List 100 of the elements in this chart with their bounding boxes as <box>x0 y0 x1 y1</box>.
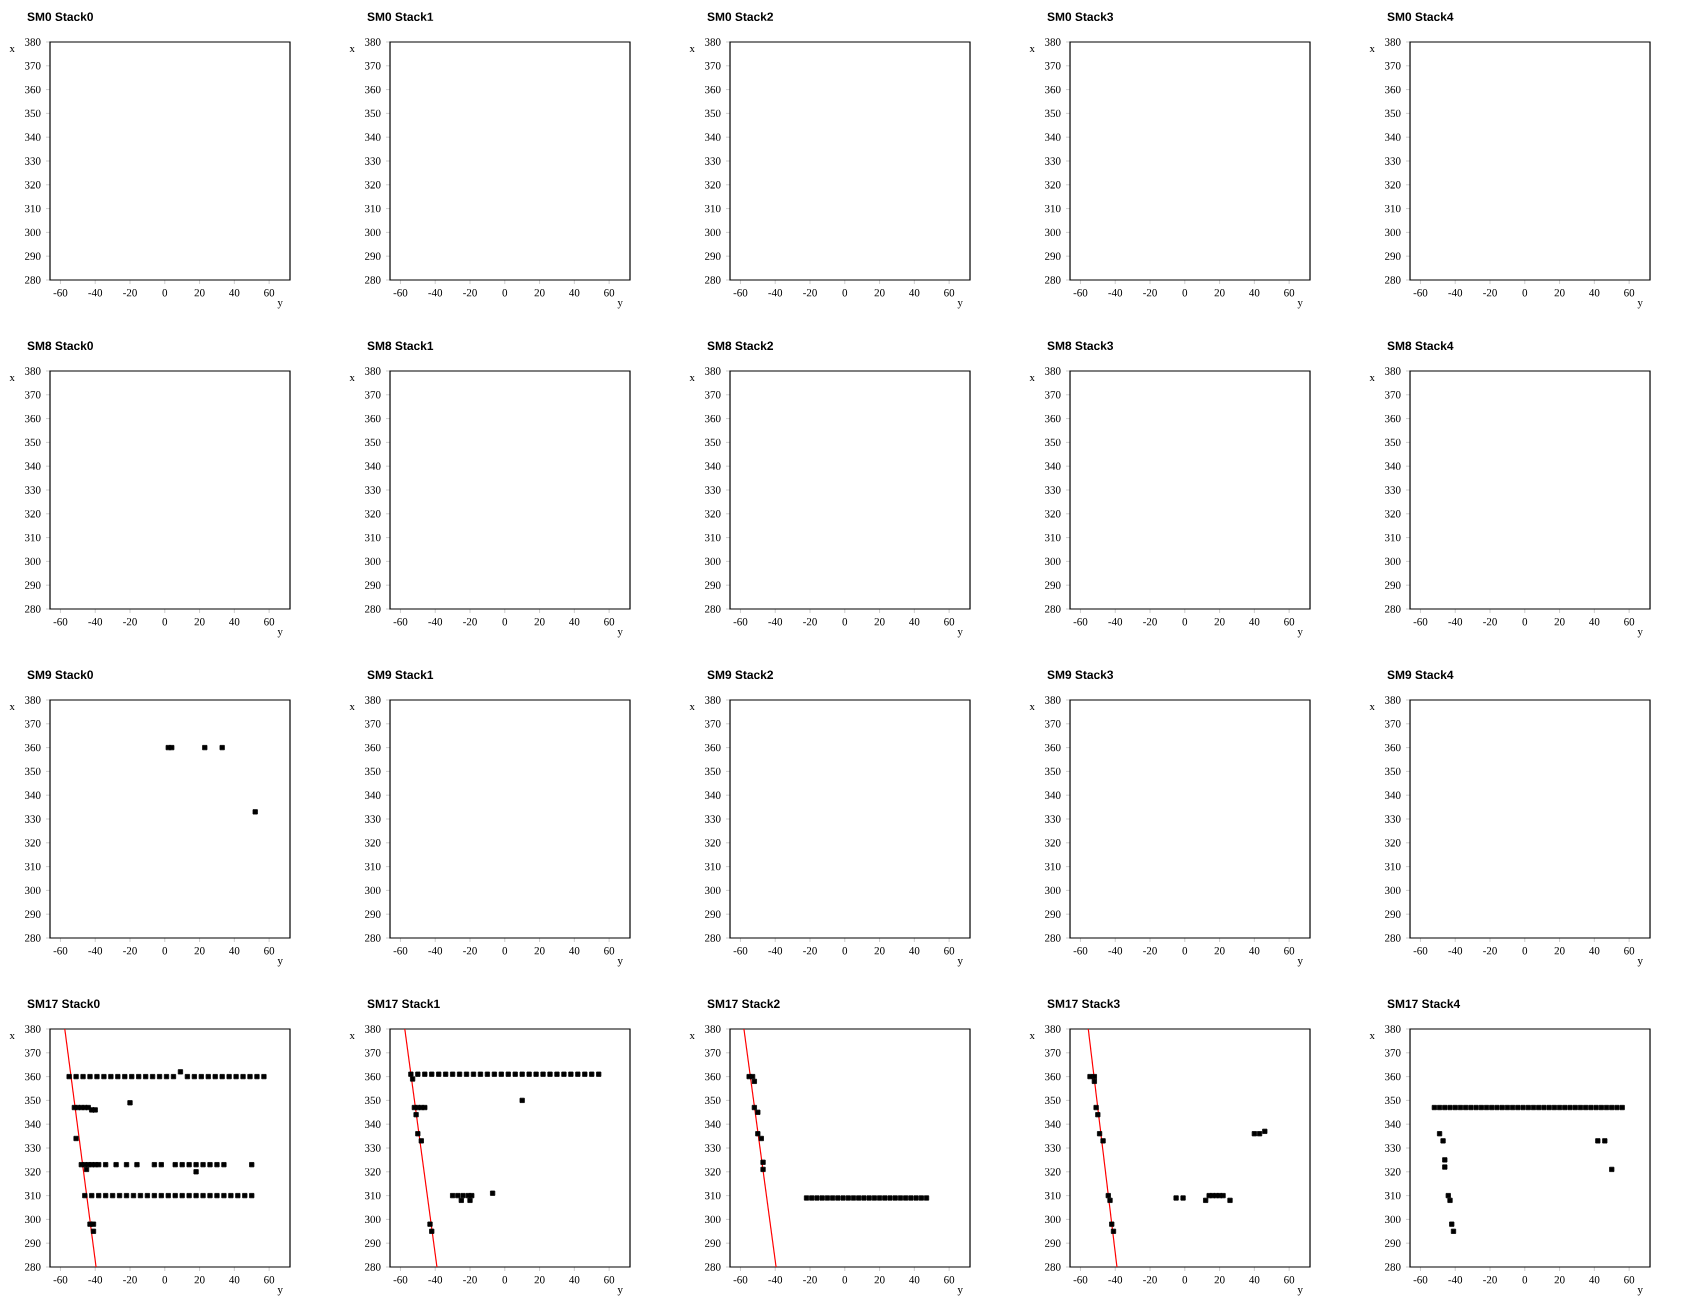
point <box>1473 1104 1479 1111</box>
point <box>1583 1104 1589 1111</box>
point <box>1609 1104 1615 1111</box>
point <box>1227 1197 1233 1203</box>
point <box>554 1071 560 1077</box>
point <box>1595 1138 1601 1144</box>
point <box>498 1071 504 1077</box>
point <box>575 1071 581 1077</box>
point <box>1436 1131 1443 1137</box>
point <box>1093 1104 1099 1111</box>
point <box>1180 1195 1186 1201</box>
point <box>918 1195 924 1201</box>
point <box>491 1071 497 1077</box>
point <box>1450 1228 1457 1234</box>
point <box>1091 1078 1097 1084</box>
point <box>1440 1138 1446 1144</box>
point <box>923 1195 930 1201</box>
point <box>1107 1197 1113 1203</box>
point <box>1483 1104 1490 1111</box>
point <box>845 1195 851 1201</box>
point <box>1468 1104 1474 1111</box>
point <box>1431 1104 1437 1111</box>
point <box>1256 1131 1263 1137</box>
point <box>1251 1131 1257 1137</box>
point <box>450 1071 456 1077</box>
point <box>892 1195 898 1201</box>
point <box>1447 1104 1453 1111</box>
point <box>861 1195 867 1201</box>
point <box>1567 1104 1573 1111</box>
point <box>427 1221 433 1227</box>
point <box>533 1071 539 1077</box>
point <box>505 1071 511 1077</box>
point <box>1530 1104 1537 1111</box>
point <box>1598 1104 1604 1111</box>
point <box>415 1071 421 1077</box>
point <box>1091 1074 1097 1080</box>
point <box>850 1195 857 1201</box>
point <box>1442 1104 1448 1111</box>
point <box>547 1071 553 1077</box>
point <box>415 1131 421 1137</box>
point <box>751 1078 757 1084</box>
point <box>887 1195 893 1201</box>
point <box>871 1195 877 1201</box>
point <box>410 1076 416 1082</box>
point <box>1504 1104 1510 1111</box>
point <box>1593 1104 1599 1111</box>
point <box>882 1195 888 1201</box>
point <box>1105 1193 1111 1199</box>
point <box>443 1071 449 1077</box>
point <box>413 1112 419 1118</box>
point <box>490 1190 496 1196</box>
point <box>809 1195 815 1201</box>
point <box>1173 1195 1179 1201</box>
point <box>830 1195 836 1201</box>
point <box>1562 1104 1568 1111</box>
point <box>1609 1166 1615 1173</box>
point <box>582 1071 588 1077</box>
point <box>470 1071 477 1077</box>
point <box>1489 1104 1495 1111</box>
point <box>1614 1104 1620 1111</box>
point <box>1499 1104 1505 1111</box>
point <box>819 1195 825 1201</box>
point <box>913 1195 919 1201</box>
point <box>908 1195 914 1201</box>
point <box>760 1166 766 1173</box>
point <box>463 1071 470 1077</box>
point <box>1588 1104 1594 1111</box>
point <box>1109 1221 1115 1227</box>
point <box>1602 1138 1608 1144</box>
point <box>1619 1104 1625 1111</box>
point <box>814 1195 820 1201</box>
point <box>1447 1197 1453 1203</box>
point <box>1603 1104 1610 1111</box>
point <box>760 1159 766 1165</box>
point <box>1520 1104 1526 1111</box>
point <box>876 1195 883 1201</box>
point <box>1087 1074 1093 1080</box>
point <box>1445 1193 1451 1199</box>
point <box>903 1195 909 1201</box>
point <box>456 1071 463 1077</box>
point <box>1463 1104 1469 1111</box>
point <box>589 1071 595 1077</box>
point <box>1577 1104 1584 1111</box>
point <box>484 1071 490 1077</box>
point <box>1556 1104 1563 1111</box>
point <box>856 1195 862 1201</box>
point <box>519 1071 525 1077</box>
point <box>422 1071 428 1077</box>
point <box>803 1195 810 1201</box>
point <box>897 1195 904 1201</box>
point <box>1436 1104 1443 1111</box>
point <box>835 1195 841 1201</box>
point <box>1515 1104 1521 1111</box>
point <box>1442 1164 1448 1170</box>
point <box>519 1097 525 1103</box>
point <box>1442 1157 1448 1163</box>
point <box>429 1071 435 1077</box>
point <box>429 1228 435 1234</box>
point <box>408 1071 414 1077</box>
point <box>1449 1221 1455 1227</box>
